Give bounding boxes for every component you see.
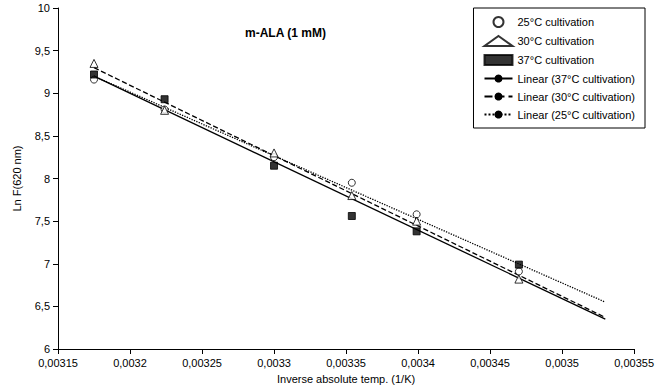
svg-text:6,5: 6,5 (35, 300, 50, 312)
svg-text:0,00335: 0,00335 (326, 357, 366, 369)
svg-text:0,0032: 0,0032 (113, 357, 147, 369)
svg-text:0,00325: 0,00325 (182, 357, 222, 369)
svg-text:0,00345: 0,00345 (470, 357, 510, 369)
svg-text:0,0033: 0,0033 (257, 357, 291, 369)
svg-text:10: 10 (38, 2, 50, 14)
svg-text:25°C cultivation: 25°C cultivation (517, 16, 594, 28)
svg-text:Ln F(620 nm): Ln F(620 nm) (11, 145, 23, 211)
svg-text:8: 8 (44, 173, 50, 185)
svg-text:Linear (37°C cultivation): Linear (37°C cultivation) (517, 73, 635, 85)
svg-text:0,00355: 0,00355 (614, 357, 654, 369)
svg-text:0,0034: 0,0034 (401, 357, 435, 369)
svg-text:m-ALA (1 mM): m-ALA (1 mM) (245, 26, 326, 40)
svg-text:37°C cultivation: 37°C cultivation (517, 54, 594, 66)
svg-text:Linear (30°C cultivation): Linear (30°C cultivation) (517, 91, 635, 103)
svg-text:6: 6 (44, 343, 50, 355)
svg-text:7,5: 7,5 (35, 215, 50, 227)
svg-text:30°C cultivation: 30°C cultivation (517, 35, 594, 47)
svg-text:9,5: 9,5 (35, 45, 50, 57)
svg-text:8,5: 8,5 (35, 130, 50, 142)
svg-text:0,0035: 0,0035 (545, 357, 579, 369)
svg-text:7: 7 (44, 258, 50, 270)
svg-text:0,00315: 0,00315 (38, 357, 78, 369)
svg-text:Linear (25°C cultivation): Linear (25°C cultivation) (517, 109, 635, 121)
svg-text:9: 9 (44, 87, 50, 99)
svg-text:Inverse absolute temp. (1/K): Inverse absolute temp. (1/K) (277, 373, 415, 385)
